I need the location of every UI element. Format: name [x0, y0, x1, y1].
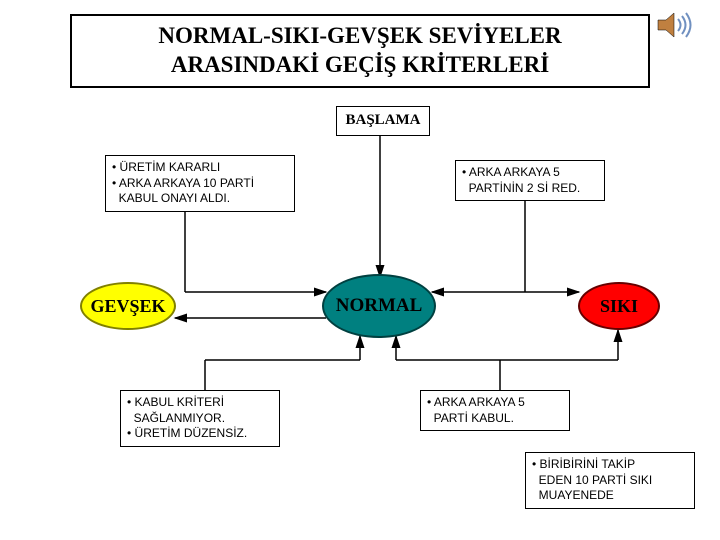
gevsek-label: GEVŞEK [90, 296, 165, 317]
top-right-box: • ARKA ARKAYA 5 PARTİNİN 2 Sİ RED. [455, 160, 605, 201]
bottom-left-l3: • ÜRETİM DÜZENSİZ. [127, 426, 273, 442]
siki-label: SIKI [600, 296, 638, 317]
baslama-label: BAŞLAMA [345, 112, 420, 128]
top-left-l3: KABUL ONAYI ALDI. [112, 191, 288, 207]
normal-node: NORMAL [322, 274, 436, 338]
bottom-left-l1: • KABUL KRİTERİ [127, 395, 273, 411]
baslama-box: BAŞLAMA [336, 106, 430, 136]
bottom-right-l1: • ARKA ARKAYA 5 [427, 395, 563, 411]
siki-node: SIKI [578, 282, 660, 330]
far-right-l3: MUAYENEDE [532, 488, 688, 504]
top-right-l2: PARTİNİN 2 Sİ RED. [462, 181, 598, 197]
bottom-right-l2: PARTİ KABUL. [427, 411, 563, 427]
top-left-l2: • ARKA ARKAYA 10 PARTİ [112, 176, 288, 192]
speaker-icon [656, 10, 696, 40]
top-left-box: • ÜRETİM KARARLI • ARKA ARKAYA 10 PARTİ … [105, 155, 295, 212]
far-right-l2: EDEN 10 PARTİ SIKI [532, 473, 688, 489]
top-right-l1: • ARKA ARKAYA 5 [462, 165, 598, 181]
bottom-right-box: • ARKA ARKAYA 5 PARTİ KABUL. [420, 390, 570, 431]
title-line2: ARASINDAKİ GEÇİŞ KRİTERLERİ [82, 51, 638, 80]
far-right-box: • BİRİBİRİNİ TAKİP EDEN 10 PARTİ SIKI MU… [525, 452, 695, 509]
title-line1: NORMAL-SIKI-GEVŞEK SEVİYELER [82, 22, 638, 51]
bottom-left-box: • KABUL KRİTERİ SAĞLANMIYOR. • ÜRETİM DÜ… [120, 390, 280, 447]
bottom-left-l2: SAĞLANMIYOR. [127, 411, 273, 427]
title-box: NORMAL-SIKI-GEVŞEK SEVİYELER ARASINDAKİ … [70, 14, 650, 88]
far-right-l1: • BİRİBİRİNİ TAKİP [532, 457, 688, 473]
normal-label: NORMAL [336, 295, 423, 317]
top-left-l1: • ÜRETİM KARARLI [112, 160, 288, 176]
gevsek-node: GEVŞEK [80, 282, 176, 330]
